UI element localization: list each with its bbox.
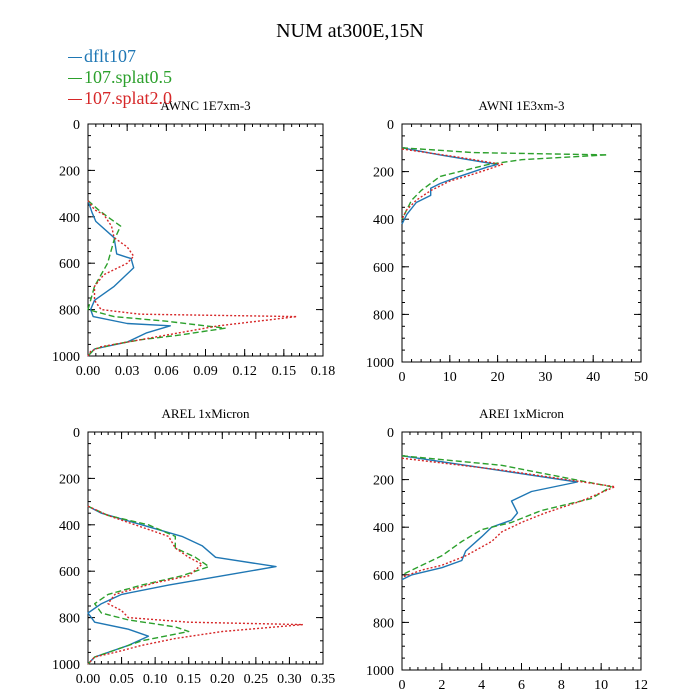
y-tick-label: 600: [373, 261, 394, 276]
y-tick-label: 600: [59, 565, 80, 580]
x-tick-label: 30: [538, 370, 552, 385]
series-line-dflt107: [401, 455, 578, 581]
y-tick-label: 400: [373, 213, 394, 228]
y-tick-label: 600: [373, 569, 394, 584]
panel-title: AREI 1xMicron: [479, 406, 564, 421]
legend-label: 107.splat0.5: [84, 67, 172, 87]
series-line-dflt107: [87, 505, 277, 665]
y-tick-label: 200: [373, 474, 394, 489]
x-tick-label: 6: [518, 678, 525, 693]
figure-title: NUM at300E,15N: [276, 20, 424, 42]
series-line-107.splat0.5: [87, 200, 226, 357]
x-tick-label: 0.30: [277, 672, 302, 687]
x-tick-label: 8: [558, 678, 565, 693]
y-tick-label: 1000: [366, 356, 394, 371]
y-tick-label: 800: [59, 612, 80, 627]
x-tick-label: 0.15: [176, 672, 201, 687]
y-tick-label: 1000: [52, 658, 80, 673]
legend-swatch: [68, 78, 82, 80]
legend-item-splat2.0: 107.splat2.0: [68, 88, 172, 109]
y-tick-label: 200: [373, 166, 394, 181]
x-tick-label: 12: [634, 678, 648, 693]
plot-frame: [87, 123, 324, 357]
x-tick-label: 0.18: [311, 364, 336, 379]
x-tick-label: 10: [443, 370, 457, 385]
x-tick-label: 0.00: [76, 672, 101, 687]
y-tick-label: 1000: [52, 350, 80, 365]
panel-title: AREL 1xMicron: [162, 406, 250, 421]
y-tick-label: 200: [59, 164, 80, 179]
x-tick-label: 0.12: [232, 364, 257, 379]
legend-swatch: [68, 57, 82, 59]
x-tick-label: 0.03: [115, 364, 140, 379]
y-tick-label: 800: [373, 308, 394, 323]
series-line-dflt107: [87, 200, 172, 357]
x-tick-label: 50: [634, 370, 648, 385]
x-tick-label: 40: [586, 370, 600, 385]
x-tick-label: 0.20: [210, 672, 235, 687]
y-tick-label: 600: [59, 257, 80, 272]
y-tick-label: 0: [387, 118, 394, 133]
y-tick-label: 200: [59, 472, 80, 487]
y-tick-label: 400: [59, 519, 80, 534]
x-tick-label: 0.35: [311, 672, 336, 687]
legend-item-dflt107: dflt107: [68, 46, 172, 67]
y-tick-label: 0: [387, 426, 394, 441]
legend: dflt107 107.splat0.5 107.splat2.0: [68, 46, 172, 109]
x-tick-label: 0: [399, 678, 406, 693]
panel-title: AWNC 1E7xm-3: [160, 98, 250, 113]
y-tick-label: 0: [73, 118, 80, 133]
legend-label: 107.splat2.0: [84, 88, 172, 108]
y-tick-label: 400: [59, 211, 80, 226]
x-tick-label: 0.25: [244, 672, 269, 687]
y-tick-label: 400: [373, 521, 394, 536]
series-line-107.splat2.0: [401, 457, 616, 578]
y-tick-label: 1000: [366, 664, 394, 679]
x-tick-label: 0.10: [143, 672, 168, 687]
x-tick-label: 0.15: [272, 364, 297, 379]
y-tick-label: 800: [59, 304, 80, 319]
series-line-107.splat0.5: [87, 505, 210, 665]
x-tick-label: 2: [438, 678, 445, 693]
series-line-dflt107: [401, 147, 499, 225]
series-line-107.splat0.5: [401, 147, 609, 220]
x-tick-label: 0.05: [109, 672, 134, 687]
y-tick-label: 0: [73, 426, 80, 441]
x-tick-label: 20: [491, 370, 505, 385]
series-line-107.splat0.5: [401, 455, 612, 576]
legend-swatch: [68, 99, 82, 101]
legend-item-splat0.5: 107.splat0.5: [68, 67, 172, 88]
x-tick-label: 4: [478, 678, 485, 693]
series-line-107.splat2.0: [401, 148, 504, 220]
plot-frame: [401, 431, 642, 671]
x-tick-label: 0.06: [154, 364, 179, 379]
series-line-107.splat2.0: [87, 200, 298, 357]
x-tick-label: 10: [594, 678, 608, 693]
x-tick-label: 0.09: [193, 364, 218, 379]
x-tick-label: 0: [399, 370, 406, 385]
legend-label: dflt107: [84, 46, 136, 66]
panel-2: AWNI 1E3xm-3 0 200 400 600 800 1000 0 10 20 30 40 50: [366, 98, 648, 385]
panel-4: AREI 1xMicron 0 200 400 600 800 1000 0 2 4 6 8 10 12: [366, 406, 648, 693]
y-tick-label: 800: [373, 616, 394, 631]
series-line-107.splat2.0: [87, 505, 304, 665]
x-tick-label: 0.00: [76, 364, 101, 379]
panel-title: AWNI 1E3xm-3: [479, 98, 565, 113]
